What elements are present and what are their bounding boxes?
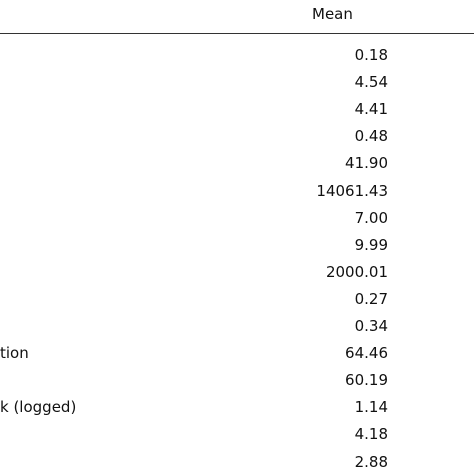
- header-rule: [0, 33, 474, 34]
- mean-value: 4.41: [354, 100, 388, 119]
- mean-value: 0.18: [354, 46, 388, 64]
- mean-value: 0.34: [354, 317, 388, 335]
- mean-value: 2.88: [354, 452, 388, 471]
- row-label: tion: [0, 344, 29, 363]
- mean-value: 0.48: [354, 127, 388, 146]
- mean-value: 0.27: [354, 289, 388, 308]
- mean-value: 7.00: [354, 208, 388, 227]
- mean-value: 41.90: [345, 154, 388, 173]
- column-header: Mean: [312, 5, 353, 23]
- mean-value: 60.19: [345, 371, 388, 390]
- mean-value: 64.46: [345, 344, 388, 363]
- mean-value: 14061.43: [316, 181, 388, 200]
- row-label: k (logged): [0, 398, 77, 417]
- mean-value: 4.54: [354, 73, 388, 92]
- mean-value: 1.14: [354, 398, 388, 417]
- mean-value: 4.18: [354, 425, 388, 444]
- mean-value: 9.99: [354, 235, 388, 254]
- mean-value: 2000.01: [325, 262, 388, 281]
